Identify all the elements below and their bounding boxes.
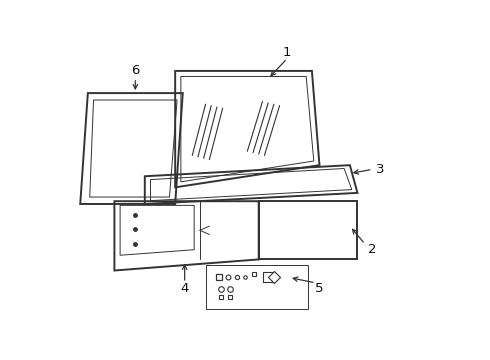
Text: 1: 1 xyxy=(283,46,292,59)
Text: 2: 2 xyxy=(368,243,377,256)
Text: 5: 5 xyxy=(315,282,324,295)
Text: 3: 3 xyxy=(376,163,385,176)
Text: 4: 4 xyxy=(180,282,189,295)
Text: 6: 6 xyxy=(131,64,140,77)
